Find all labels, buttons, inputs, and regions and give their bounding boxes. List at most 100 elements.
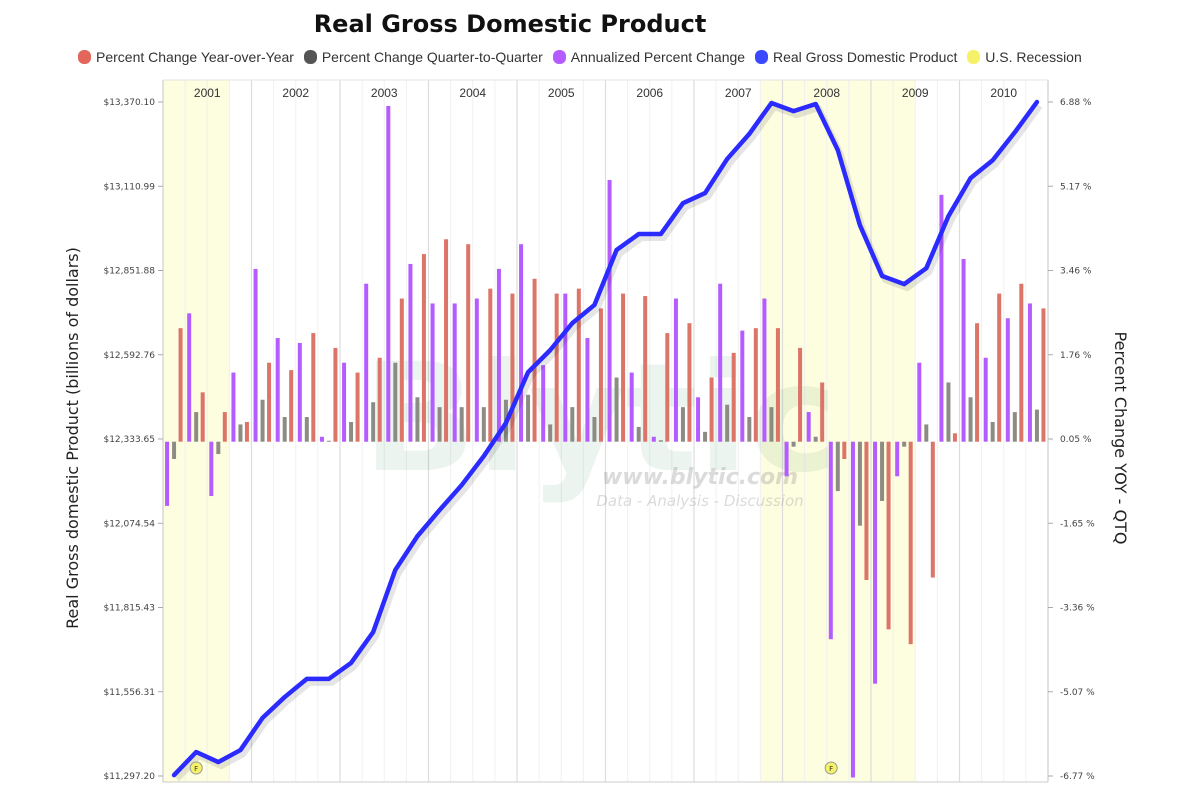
bar-annualized-percent-change <box>187 313 192 442</box>
bar-annualized-percent-change <box>1005 318 1010 442</box>
bar-annualized-percent-change <box>806 412 811 442</box>
bar-annualized-percent-change <box>740 330 745 442</box>
bar-percent-change-quarter-to-quarter <box>636 426 641 442</box>
bar-percent-change-year-over-year <box>886 441 891 630</box>
bar-percent-change-quarter-to-quarter <box>680 407 685 442</box>
legend-label: U.S. Recession <box>985 49 1082 65</box>
bar-percent-change-quarter-to-quarter <box>703 431 708 442</box>
event-marker-label: F <box>194 765 198 773</box>
legend-label: Percent Change Year-over-Year <box>96 49 294 65</box>
year-label: 2002 <box>282 86 309 100</box>
bar-percent-change-year-over-year <box>798 347 803 442</box>
bar-percent-change-year-over-year <box>709 377 714 442</box>
right-tick-label: -3.36 % <box>1060 604 1095 614</box>
bar-annualized-percent-change <box>519 244 524 442</box>
bar-percent-change-quarter-to-quarter <box>658 440 663 442</box>
bar-percent-change-quarter-to-quarter <box>282 417 287 442</box>
bar-percent-change-quarter-to-quarter <box>725 404 730 442</box>
legend-item-recession[interactable]: U.S. Recession <box>967 49 1082 65</box>
bar-annualized-percent-change <box>297 342 302 442</box>
bar-annualized-percent-change <box>651 436 656 442</box>
bar-annualized-percent-change <box>386 105 391 442</box>
bar-percent-change-quarter-to-quarter <box>393 362 398 442</box>
bar-percent-change-quarter-to-quarter <box>415 397 420 442</box>
bar-percent-change-year-over-year <box>1019 283 1024 442</box>
bar-percent-change-year-over-year <box>267 362 272 442</box>
year-label: 2003 <box>371 86 398 100</box>
bar-percent-change-quarter-to-quarter <box>990 421 995 442</box>
year-label: 2005 <box>548 86 575 100</box>
bar-percent-change-year-over-year <box>178 328 183 442</box>
left-tick-label: $11,297.20 <box>103 772 155 782</box>
gdp-line-shadow <box>174 104 1043 782</box>
bar-annualized-percent-change <box>850 441 855 778</box>
legend-label: Annualized Percent Change <box>570 49 746 65</box>
bar-percent-change-quarter-to-quarter <box>326 440 331 442</box>
bar-annualized-percent-change <box>784 441 789 477</box>
bar-annualized-percent-change <box>673 298 678 442</box>
bar-percent-change-year-over-year <box>333 347 338 442</box>
right-tick-label: 5.17 % <box>1060 182 1092 192</box>
bar-percent-change-year-over-year <box>222 412 227 442</box>
bar-percent-change-quarter-to-quarter <box>570 407 575 442</box>
watermark-url: www.blytic.com <box>602 465 798 490</box>
bar-percent-change-year-over-year <box>731 352 736 442</box>
bar-percent-change-year-over-year <box>311 333 316 442</box>
watermark-tagline: Data - Analysis - Discussion <box>596 492 803 510</box>
bar-percent-change-quarter-to-quarter <box>459 407 464 442</box>
bar-percent-change-year-over-year <box>377 357 382 442</box>
left-tick-label: $12,074.54 <box>103 519 155 529</box>
bar-percent-change-year-over-year <box>444 239 449 442</box>
bar-percent-change-year-over-year <box>930 441 935 578</box>
legend-item-annualized[interactable]: Annualized Percent Change <box>552 49 746 65</box>
legend-swatch <box>552 50 566 64</box>
bar-percent-change-quarter-to-quarter <box>349 421 354 442</box>
bar-percent-change-quarter-to-quarter <box>747 417 752 442</box>
bar-percent-change-quarter-to-quarter <box>835 441 840 492</box>
bar-percent-change-year-over-year <box>997 293 1002 442</box>
chart-title: Real Gross Domestic Product <box>313 10 707 38</box>
bar-percent-change-quarter-to-quarter <box>946 382 951 442</box>
right-tick-label: -5.07 % <box>1060 688 1095 698</box>
bar-annualized-percent-change <box>718 283 723 442</box>
bar-annualized-percent-change <box>209 441 214 497</box>
bar-percent-change-year-over-year <box>842 441 847 459</box>
legend-item-gdp[interactable]: Real Gross Domestic Product <box>754 49 957 65</box>
bar-annualized-percent-change <box>607 180 612 442</box>
bar-percent-change-year-over-year <box>244 421 249 442</box>
bar-percent-change-quarter-to-quarter <box>1012 412 1017 442</box>
bar-percent-change-year-over-year <box>488 288 493 442</box>
bar-annualized-percent-change <box>983 357 988 442</box>
right-tick-label: 6.88 % <box>1060 98 1092 108</box>
bar-percent-change-quarter-to-quarter <box>481 407 486 442</box>
legend-label: Percent Change Quarter-to-Quarter <box>321 49 543 65</box>
bar-percent-change-year-over-year <box>908 441 913 645</box>
legend-item-qtq[interactable]: Percent Change Quarter-to-Quarter <box>303 49 543 65</box>
bar-annualized-percent-change <box>342 362 347 442</box>
left-tick-label: $12,851.88 <box>103 267 155 277</box>
bar-percent-change-year-over-year <box>355 372 360 442</box>
event-marker <box>189 761 203 775</box>
year-label: 2001 <box>194 86 221 100</box>
year-label: 2010 <box>990 86 1017 100</box>
bar-annualized-percent-change <box>917 362 922 442</box>
bar-percent-change-quarter-to-quarter <box>880 441 885 501</box>
bar-percent-change-year-over-year <box>621 293 626 442</box>
bar-annualized-percent-change <box>828 441 833 640</box>
bar-percent-change-quarter-to-quarter <box>968 397 973 442</box>
bar-percent-change-year-over-year <box>576 288 581 442</box>
bar-annualized-percent-change <box>231 372 236 442</box>
bar-percent-change-quarter-to-quarter <box>924 424 929 442</box>
bar-annualized-percent-change <box>541 365 546 442</box>
bar-annualized-percent-change <box>961 259 966 442</box>
legend-item-yoy[interactable]: Percent Change Year-over-Year <box>78 49 294 65</box>
bar-percent-change-quarter-to-quarter <box>1034 409 1039 442</box>
bar-annualized-percent-change <box>873 441 878 684</box>
bar-percent-change-quarter-to-quarter <box>592 417 597 442</box>
bar-percent-change-quarter-to-quarter <box>548 424 553 442</box>
bar-annualized-percent-change <box>563 293 568 442</box>
left-tick-label: $13,370.10 <box>103 98 155 108</box>
bar-annualized-percent-change <box>275 338 280 442</box>
event-marker <box>824 761 838 775</box>
bar-percent-change-quarter-to-quarter <box>902 441 907 447</box>
